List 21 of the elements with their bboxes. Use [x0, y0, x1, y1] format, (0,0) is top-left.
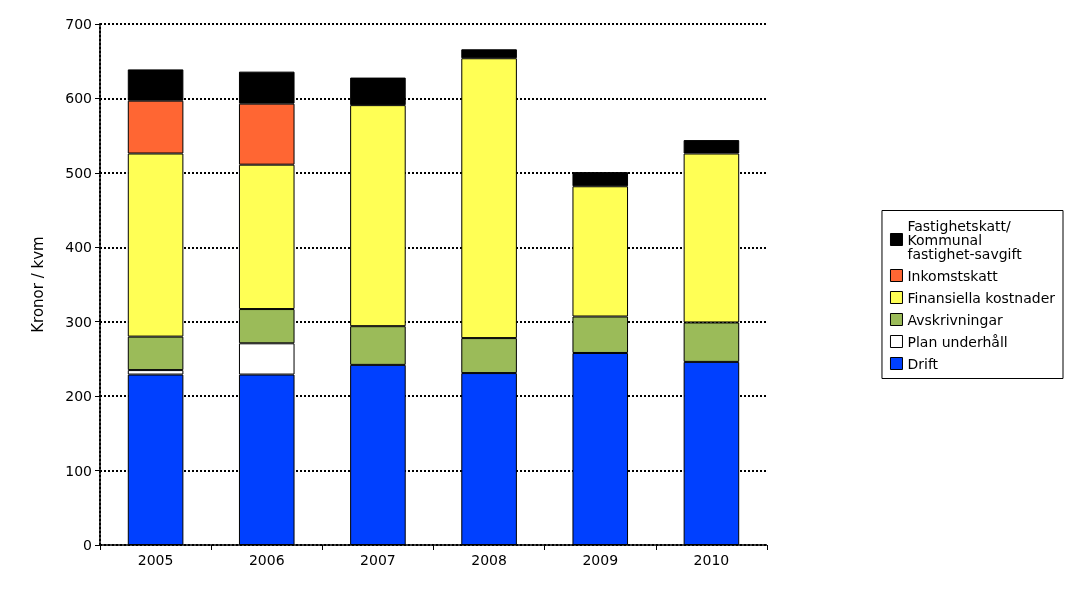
y-axis-title: Kronor / kvm — [28, 236, 47, 333]
y-tick-label: 100 — [65, 462, 92, 479]
legend-label: Avskrivningar — [907, 311, 1003, 328]
legend-label: Inkomstskatt — [907, 267, 999, 284]
y-tick-label: 0 — [83, 537, 92, 553]
y-tick-label: 400 — [65, 239, 92, 256]
x-tick-label: 2009 — [582, 552, 619, 568]
y-tick-label: 500 — [65, 164, 92, 181]
legend-label: Fastighetskatt/Kommunal fastighet-savgift — [907, 217, 1023, 262]
legend-label: Drift — [907, 355, 939, 372]
y-tick-label: 600 — [65, 90, 92, 107]
legend-label: Plan underhåll — [907, 333, 1008, 350]
y-tick-label: 300 — [65, 313, 92, 330]
y-tick-label: 200 — [65, 388, 92, 405]
x-tick-label: 2008 — [471, 552, 507, 568]
legend-label: Finansiella kostnader — [907, 289, 1056, 306]
x-tick-label: 2006 — [248, 552, 285, 568]
x-tick-label: 2007 — [360, 552, 396, 568]
x-tick-label: 2005 — [137, 552, 174, 568]
y-tick-label: 700 — [65, 16, 92, 32]
x-tick-label: 2010 — [693, 552, 730, 568]
